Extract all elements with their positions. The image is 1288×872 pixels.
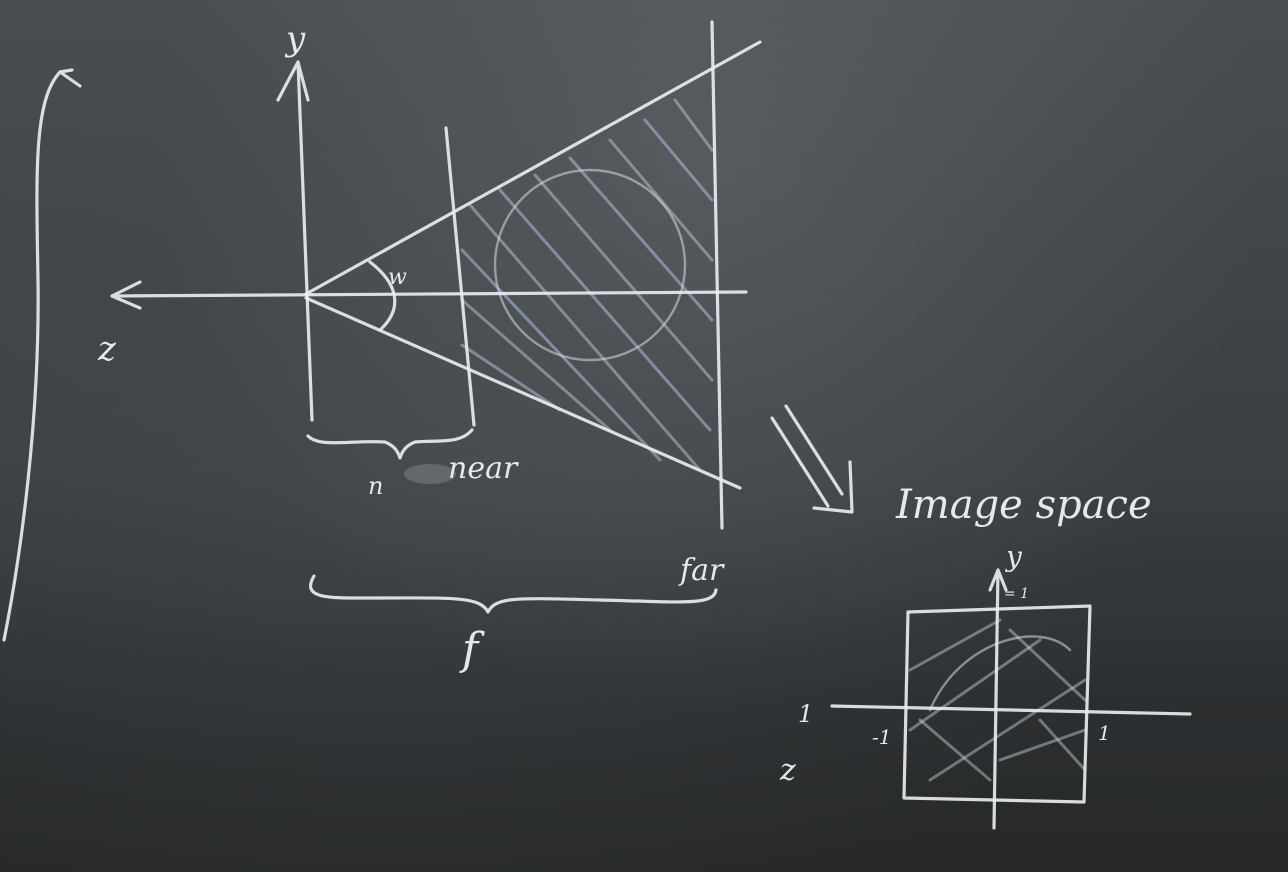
near-plane xyxy=(444,126,476,427)
svg-text:1: 1 xyxy=(1098,721,1111,745)
svg-text:z: z xyxy=(779,753,796,788)
ndc-horizontal-axis xyxy=(830,704,1192,716)
svg-text:-1: -1 xyxy=(872,725,891,749)
fov-angle-arc xyxy=(368,260,397,332)
svg-text:1: 1 xyxy=(798,700,813,728)
far-label: far xyxy=(678,553,725,588)
y-axis xyxy=(276,60,314,422)
focal-label: f xyxy=(459,624,485,675)
transform-arrow xyxy=(770,404,854,514)
ndc-y-axis xyxy=(988,568,1008,830)
svg-text:far: far xyxy=(678,553,725,588)
faint-sphere-outline xyxy=(493,168,687,362)
near-label-group: n near xyxy=(368,451,519,500)
z-axis xyxy=(110,280,748,310)
frustum-top-edge xyxy=(304,40,762,296)
frustum-bottom-edge xyxy=(304,296,742,490)
focal-brace xyxy=(308,574,718,614)
svg-text:f: f xyxy=(459,624,485,675)
ndc-labels: y = 1 1 z -1 1 xyxy=(779,540,1111,788)
svg-text:y: y xyxy=(284,19,306,59)
near-brace xyxy=(306,428,474,460)
frustum-hatching xyxy=(460,98,714,472)
svg-text:z: z xyxy=(97,329,117,369)
angle-label: w xyxy=(388,265,407,290)
y-axis-label: y xyxy=(284,19,306,59)
left-curve-arrow xyxy=(2,68,82,642)
svg-text:w: w xyxy=(388,265,407,290)
svg-text:near: near xyxy=(448,451,519,486)
ndc-box xyxy=(902,604,1092,804)
svg-text:y: y xyxy=(1004,540,1023,573)
svg-text:n: n xyxy=(368,472,383,500)
svg-text:Image space: Image space xyxy=(895,482,1152,528)
far-plane xyxy=(710,20,724,530)
image-space-caption: Image space xyxy=(895,482,1152,528)
z-axis-label: z xyxy=(97,329,117,369)
ndc-cube xyxy=(830,568,1192,830)
svg-text:= 1: = 1 xyxy=(1004,586,1029,602)
